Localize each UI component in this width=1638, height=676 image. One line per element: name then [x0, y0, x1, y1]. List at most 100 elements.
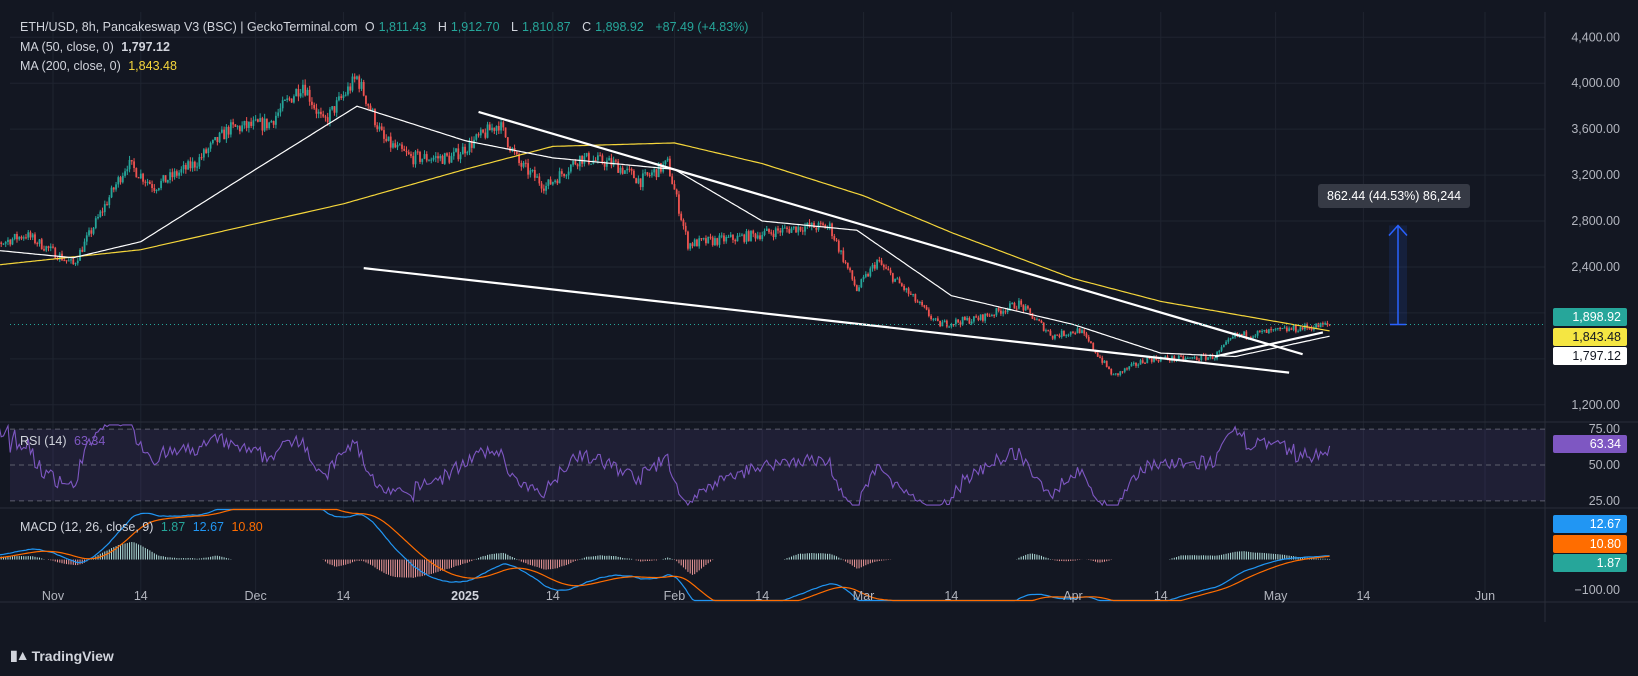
time-tick-label: Dec	[245, 589, 267, 603]
candle-body	[671, 176, 674, 185]
candle	[115, 181, 117, 192]
candle	[76, 258, 79, 266]
candle	[741, 233, 743, 237]
candle	[340, 93, 343, 100]
candle-body	[1308, 327, 1311, 329]
candle-body	[281, 100, 284, 109]
candle	[464, 143, 466, 157]
candle	[374, 108, 376, 128]
candle	[1213, 357, 1216, 361]
candle-body	[416, 151, 419, 153]
candle-body	[1063, 330, 1065, 336]
candle	[160, 178, 162, 191]
candle-body	[11, 238, 14, 245]
ma200-legend[interactable]: MA (200, close, 0) 1,843.48	[20, 59, 181, 73]
candle-body	[542, 188, 545, 191]
candle-body	[455, 148, 457, 152]
candle	[169, 168, 171, 184]
candle	[587, 151, 590, 166]
candle-body	[425, 154, 428, 161]
candle	[119, 175, 122, 185]
symbol-title[interactable]: ETH/USD, 8h, Pancakeswap V3 (BSC) | Geck…	[20, 20, 358, 34]
candle-body	[1092, 342, 1095, 350]
candle	[873, 262, 876, 271]
candle	[461, 143, 464, 155]
candle-body	[412, 156, 415, 165]
candle-body	[317, 111, 320, 114]
candle-body	[1297, 331, 1300, 333]
price-tick-label: 2,800.00	[1571, 214, 1620, 228]
candle	[527, 158, 529, 179]
candle	[675, 188, 678, 197]
candle-body	[182, 164, 185, 170]
candle-body	[700, 238, 703, 240]
candle	[502, 120, 505, 131]
candle-body	[338, 96, 340, 101]
candle	[1058, 333, 1061, 339]
candle-body	[948, 326, 951, 328]
macd-pane[interactable]	[0, 508, 1331, 602]
macd-label: MACD (12, 26, close, 9)	[20, 520, 154, 534]
candle-body	[304, 84, 307, 96]
tradingview-logo[interactable]: ▮▲ TradingView	[10, 647, 114, 664]
candle-body	[698, 238, 701, 247]
candle	[320, 107, 322, 119]
candle-body	[738, 235, 741, 237]
candle	[88, 227, 90, 237]
candle	[1123, 367, 1126, 374]
candle	[38, 238, 41, 247]
macd-legend[interactable]: MACD (12, 26, close, 9) 1.87 12.67 10.80	[20, 520, 267, 534]
candle-body	[1240, 333, 1243, 336]
candle	[94, 216, 97, 230]
candle-body	[1231, 337, 1234, 339]
candle	[754, 232, 757, 242]
candle-body	[1036, 319, 1038, 321]
candle	[1191, 357, 1194, 360]
candle-body	[959, 322, 962, 325]
candle	[531, 169, 534, 173]
price-tick-label: 3,200.00	[1571, 168, 1620, 182]
rsi-pane[interactable]	[0, 423, 1331, 507]
candle-body	[718, 235, 721, 245]
candle-body	[880, 260, 883, 265]
hist-axis-tag: 1.87	[1553, 554, 1627, 572]
ma50-legend[interactable]: MA (50, close, 0) 1,797.12	[20, 40, 174, 54]
candle	[1317, 322, 1320, 328]
candle	[1294, 324, 1297, 334]
measure-label[interactable]: 862.44 (44.53%) 86,244	[1318, 184, 1471, 208]
candle	[1105, 360, 1108, 368]
candle	[36, 241, 39, 247]
candle-body	[558, 171, 561, 184]
candle	[991, 313, 993, 317]
candle	[930, 314, 933, 321]
candle	[1051, 335, 1054, 341]
candle	[927, 307, 930, 318]
candle-body	[1270, 329, 1273, 331]
candle	[912, 293, 915, 297]
candle-body	[997, 308, 1000, 311]
candle	[934, 317, 937, 322]
candle-body	[554, 180, 557, 182]
candle-body	[774, 228, 777, 238]
candle	[112, 186, 115, 193]
symbol-legend: ETH/USD, 8h, Pancakeswap V3 (BSC) | Geck…	[20, 20, 752, 34]
candle-body	[628, 168, 631, 170]
candle-body	[574, 160, 577, 165]
candle-body	[871, 264, 874, 269]
candle	[772, 230, 775, 241]
candle	[443, 152, 446, 165]
candle-body	[297, 89, 300, 97]
candle-body	[162, 175, 165, 181]
rsi-legend[interactable]: RSI (14) 63.34	[20, 434, 109, 448]
candle	[1243, 330, 1245, 337]
candle	[1292, 324, 1295, 332]
candle-body	[1274, 328, 1277, 330]
price-pane[interactable]	[0, 73, 1545, 377]
candle-body	[421, 158, 424, 162]
candle	[549, 176, 552, 185]
candle-body	[837, 240, 840, 252]
candle-body	[144, 181, 147, 183]
candle	[542, 184, 545, 194]
candle	[1074, 331, 1077, 335]
